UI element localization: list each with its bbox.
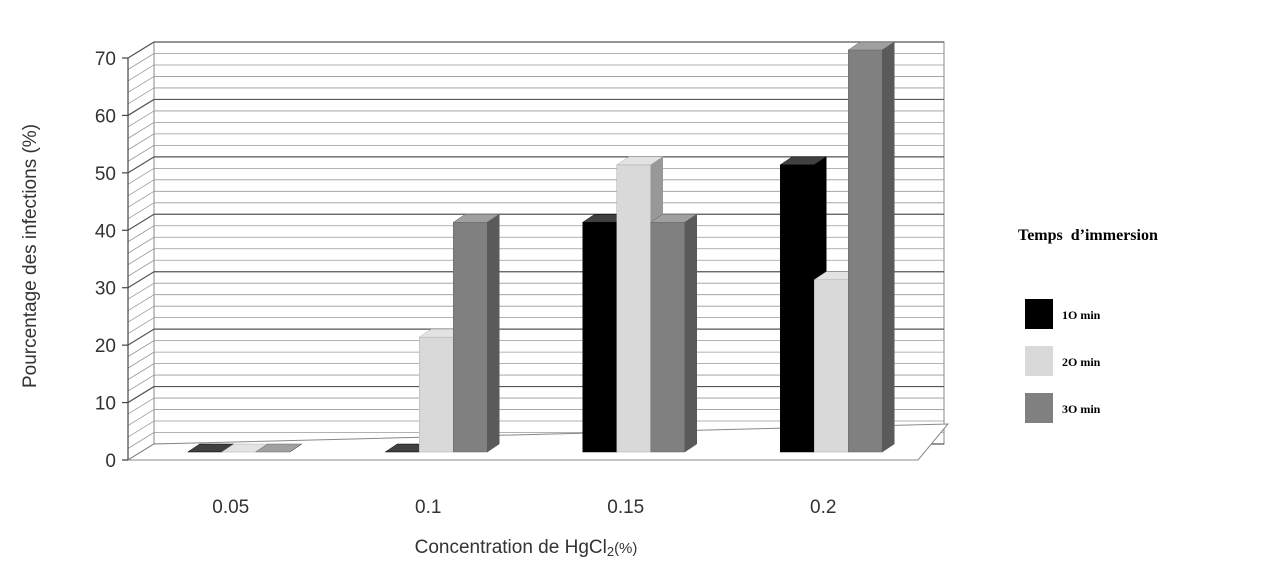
y-tick-label: 70	[95, 49, 116, 70]
gridline-side	[127, 271, 155, 289]
y-axis-title: Pourcentage des infections (%)	[20, 124, 41, 388]
gridline-side	[127, 213, 155, 231]
bar-front	[848, 49, 883, 453]
bar-side	[684, 213, 697, 453]
gridline-side	[127, 305, 155, 323]
gridline-side	[127, 340, 155, 357]
gridline-side	[127, 328, 155, 346]
gridline-side	[127, 53, 155, 70]
gridline-side	[127, 374, 155, 392]
legend-item: 2O min	[1025, 346, 1101, 376]
y-tick-label: 30	[95, 279, 116, 300]
bar-front	[814, 279, 849, 453]
legend-label: 1O min	[1062, 308, 1101, 322]
bar-front	[582, 222, 617, 453]
gridline-side	[127, 317, 155, 334]
axis-layer: 0 10 20 30 40 50 60 70 0.05 0.1 0.15 0.2	[95, 49, 918, 518]
gridline-side	[127, 420, 155, 438]
gridline-side	[127, 64, 155, 82]
bar-side	[487, 213, 500, 453]
legend-swatch	[1025, 299, 1053, 329]
legend-label: 2O min	[1062, 355, 1101, 369]
legend-item: 3O min	[1025, 393, 1101, 423]
y-tick-label: 60	[95, 106, 116, 127]
bar-side	[289, 443, 302, 453]
x-tick-label: 0.15	[607, 497, 644, 518]
bar-front	[650, 222, 685, 453]
y-tick-label: 20	[95, 336, 116, 357]
gridline-side	[127, 190, 155, 208]
gridline-side	[127, 248, 155, 266]
gridline-side	[127, 133, 155, 151]
gridline-side	[127, 363, 155, 380]
gridline-side	[127, 168, 155, 185]
bar	[254, 443, 303, 453]
bar-front	[419, 336, 454, 453]
gridline-side	[127, 179, 155, 197]
bar	[847, 41, 896, 453]
gridline-side	[127, 409, 155, 426]
gridline-side	[127, 41, 155, 59]
bar	[649, 213, 698, 453]
x-axis-title: Concentration de HgCl2(%)	[415, 537, 638, 559]
gridline-side	[127, 110, 155, 128]
legend-title: Temps d’immersion	[1018, 227, 1158, 244]
x-tick-label: 0.2	[810, 497, 836, 518]
gridline-side	[127, 432, 155, 449]
gridline-side	[127, 386, 155, 404]
gridline-side	[127, 294, 155, 312]
gridline-side	[127, 76, 155, 93]
x-tick-label: 0.05	[212, 497, 249, 518]
bar-front	[453, 222, 488, 453]
gridline-side	[127, 156, 155, 174]
legend-item: 1O min	[1025, 299, 1101, 329]
y-tick-label: 10	[95, 394, 116, 415]
gridline-side	[127, 87, 155, 105]
gridline-side	[127, 351, 155, 369]
gridline-side	[127, 225, 155, 243]
bars-layer	[186, 41, 896, 453]
gridline-side	[127, 122, 155, 139]
gridline-side	[127, 145, 155, 162]
gridline-side	[127, 202, 155, 220]
gridline-side	[127, 282, 155, 300]
y-tick-label: 0	[105, 451, 116, 472]
y-tick-label: 40	[95, 221, 116, 242]
bar-side	[882, 41, 895, 453]
gridline-side	[127, 236, 155, 254]
legend-swatch	[1025, 393, 1053, 423]
x-tick-label: 0.1	[415, 497, 441, 518]
legend-swatch	[1025, 346, 1053, 376]
legend: 1O min 2O min 3O min	[1025, 299, 1101, 423]
y-tick-label: 50	[95, 164, 116, 185]
legend-label: 3O min	[1062, 402, 1101, 416]
gridline-side	[127, 397, 155, 415]
gridline-side	[127, 259, 155, 277]
gridline-side	[127, 98, 155, 116]
bar-front	[780, 164, 815, 453]
bar-front	[616, 164, 651, 453]
bar	[452, 213, 501, 453]
